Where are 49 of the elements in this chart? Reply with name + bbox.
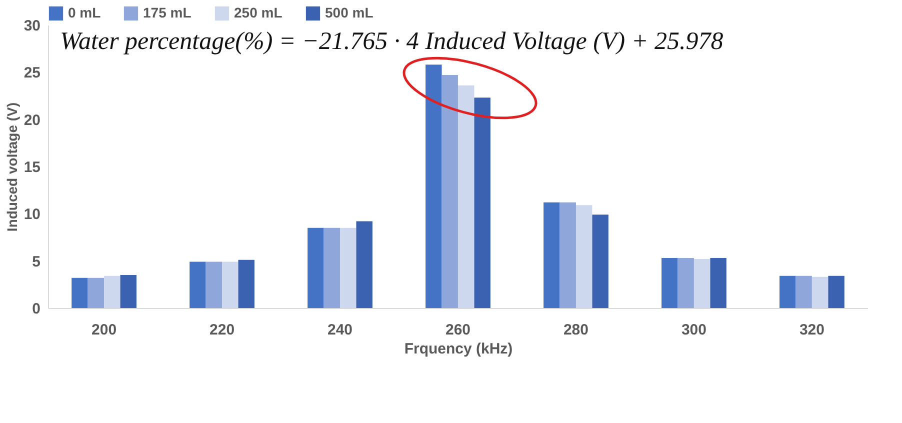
bar: [780, 276, 796, 308]
legend-label: 250 mL: [234, 4, 283, 20]
bar: [694, 258, 710, 308]
legend-label: 500 mL: [325, 4, 374, 20]
x-tick-label: 320: [799, 322, 824, 338]
bar: [560, 202, 576, 308]
bar: [104, 276, 120, 308]
y-tick-label: 10: [24, 206, 40, 224]
bar: [576, 205, 592, 308]
y-tick-label: 25: [24, 64, 40, 82]
bar: [812, 276, 828, 308]
bar: [222, 262, 238, 308]
x-tick-label: 300: [681, 322, 706, 338]
bar: [120, 274, 136, 308]
bar: [544, 202, 560, 308]
bar: [72, 278, 88, 308]
y-tick-label: 30: [24, 18, 40, 34]
bar: [324, 228, 340, 308]
bar: [592, 214, 608, 308]
bar: [88, 278, 104, 308]
legend-label: 175 mL: [143, 4, 192, 20]
bar: [238, 260, 254, 308]
y-tick-label: 5: [32, 253, 40, 270]
bar: [356, 221, 372, 308]
legend-label: 0 mL: [68, 4, 102, 20]
bar: [678, 258, 694, 308]
y-tick-label: 20: [24, 112, 40, 129]
x-axis-title: Frquency (kHz): [404, 340, 513, 358]
bar: [426, 64, 442, 308]
bar: [458, 85, 474, 308]
bar: [710, 258, 726, 308]
y-axis-title: Induced voltage (V): [4, 102, 20, 232]
bar: [662, 258, 678, 308]
bar: [308, 228, 324, 308]
x-tick-label: 260: [445, 322, 471, 338]
x-tick-label: 200: [92, 322, 117, 338]
annotation: Water percentage(%) = −21.765 · 4 Induced Voltage (V) + 25.978: [60, 28, 724, 55]
x-tick-label: 240: [328, 322, 353, 338]
x-tick-label: 220: [210, 322, 235, 338]
bar: [796, 276, 812, 308]
bar: [474, 98, 490, 308]
bar: [190, 262, 206, 308]
bar: [340, 228, 356, 308]
y-tick-label: 0: [32, 300, 40, 318]
y-tick-label: 15: [24, 159, 40, 176]
bar: [206, 262, 222, 308]
bar: [442, 74, 458, 308]
bar: [828, 276, 844, 308]
x-tick-label: 280: [563, 322, 588, 338]
